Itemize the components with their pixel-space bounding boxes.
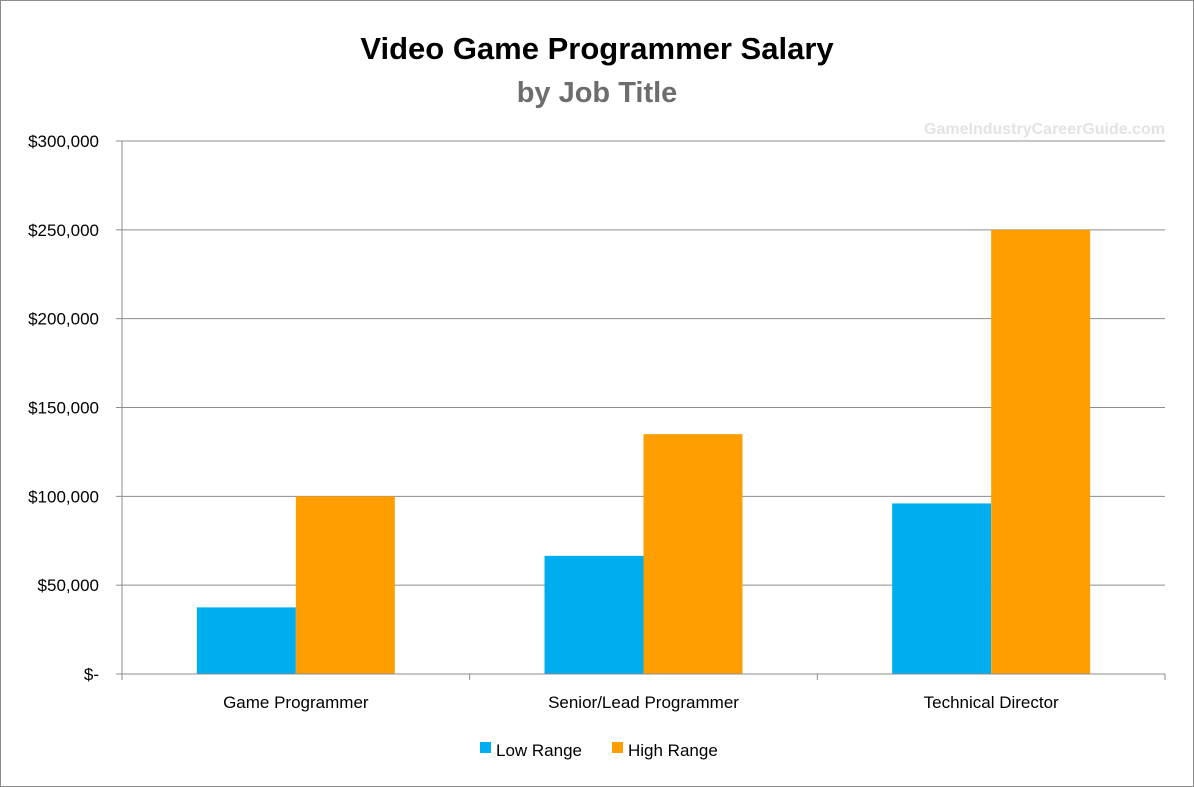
legend-label-0: Low Range <box>496 741 582 760</box>
legend: Low Range High Range <box>480 741 718 760</box>
y-tick-label: $- <box>84 665 99 684</box>
bars <box>196 229 1091 675</box>
bar-low-range-0 <box>196 607 296 674</box>
bar-high-range-1 <box>643 434 743 674</box>
y-axis-ticks: $- $50,000 $100,000 $150,000 $200,000 $250,00… <box>28 132 99 684</box>
x-category-label: Technical Director <box>924 693 1059 712</box>
x-category-label: Senior/Lead Programmer <box>548 693 739 712</box>
watermark: GameIndustryCareerGuide.com <box>924 121 1165 138</box>
y-tick-label: $50,000 <box>38 576 99 595</box>
y-tick-label: $100,000 <box>28 487 99 506</box>
y-tick-label: $300,000 <box>28 132 99 151</box>
bar-high-range-2 <box>991 229 1091 675</box>
x-category-label: Game Programmer <box>223 693 369 712</box>
x-axis-categories: Game Programmer Senior/Lead Programmer Tec… <box>223 693 1059 712</box>
chart-title: Video Game Programmer Salary <box>360 31 834 66</box>
y-tick-label: $250,000 <box>28 221 99 240</box>
bar-low-range-1 <box>544 555 644 674</box>
chart-subtitle: by Job Title <box>517 77 678 109</box>
y-tick-label: $200,000 <box>28 310 99 329</box>
bar-high-range-0 <box>295 496 395 674</box>
legend-swatch-0 <box>480 742 491 753</box>
legend-swatch-1 <box>612 742 623 753</box>
legend-label-1: High Range <box>628 741 718 760</box>
y-tick-label: $150,000 <box>28 399 99 418</box>
axes <box>121 141 1166 680</box>
bar-low-range-2 <box>892 503 992 674</box>
